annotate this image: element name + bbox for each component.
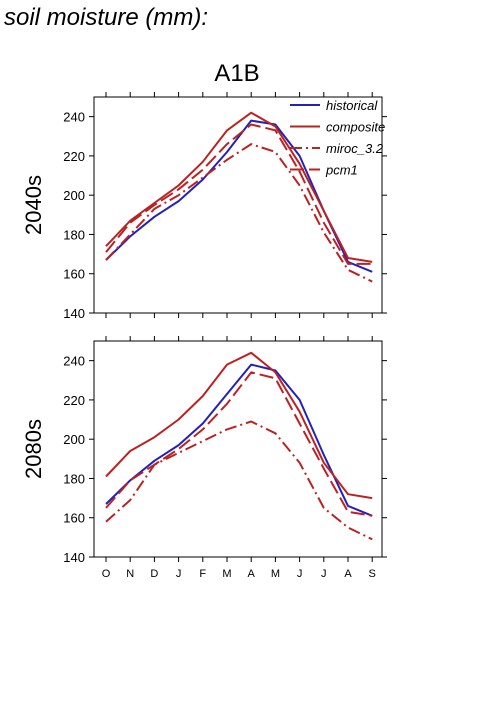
x-tick-label: M — [222, 568, 231, 580]
scenario-title: A1B — [214, 60, 259, 87]
y-tick-label: 200 — [63, 432, 85, 447]
y-tick-label: 200 — [63, 188, 85, 203]
x-tick-label: M — [271, 568, 280, 580]
x-tick-label: F — [199, 568, 206, 580]
series-line-pcm1 — [105, 371, 373, 517]
panel-frame — [93, 340, 383, 558]
legend-label-historical: historical — [326, 98, 378, 113]
y-tick-label: 160 — [63, 267, 85, 282]
series-line-miroc_3.2 — [105, 143, 373, 283]
y-axis-label: 2080s — [21, 419, 46, 479]
page-title: soil moisture (mm): — [4, 4, 209, 31]
y-axis-label: 2040s — [21, 175, 46, 235]
y-tick-label: 240 — [63, 110, 85, 125]
y-tick-label: 140 — [63, 550, 85, 565]
legend-label-miroc_3.2: miroc_3.2 — [326, 141, 384, 156]
x-tick-label: J — [297, 568, 303, 580]
series-line-composite — [105, 111, 373, 263]
x-tick-label: J — [321, 568, 327, 580]
series-line-pcm1 — [105, 123, 373, 265]
x-tick-label: A — [344, 568, 352, 580]
x-tick-label: J — [176, 568, 182, 580]
panel-2040s: 140 160 180 200 220 240 2040s historical composi… — [21, 92, 387, 321]
y-tick-label: 220 — [63, 149, 85, 164]
x-tick-label: D — [150, 568, 158, 580]
y-tick-label: 160 — [63, 511, 85, 526]
x-tick-label: O — [102, 568, 111, 580]
x-tick-label: S — [369, 568, 376, 580]
y-tick-label: 220 — [63, 393, 85, 408]
y-tick-label: 180 — [63, 471, 85, 486]
panel-frame — [93, 96, 383, 314]
series-line-miroc_3.2 — [105, 420, 373, 541]
y-tick-label: 140 — [63, 306, 85, 321]
series-line-composite — [105, 351, 373, 500]
x-tick-label: N — [126, 568, 134, 580]
x-tick-label: A — [248, 568, 256, 580]
series-line-historical — [105, 363, 373, 517]
panel-2080s: 140 160 180 200 220 240 O N D J F M A M J J A S 2080s — [21, 336, 387, 580]
legend-label-pcm1: pcm1 — [325, 163, 358, 178]
legend-label-composite: composite — [326, 120, 385, 135]
y-tick-label: 180 — [63, 227, 85, 242]
y-tick-label: 240 — [63, 354, 85, 369]
